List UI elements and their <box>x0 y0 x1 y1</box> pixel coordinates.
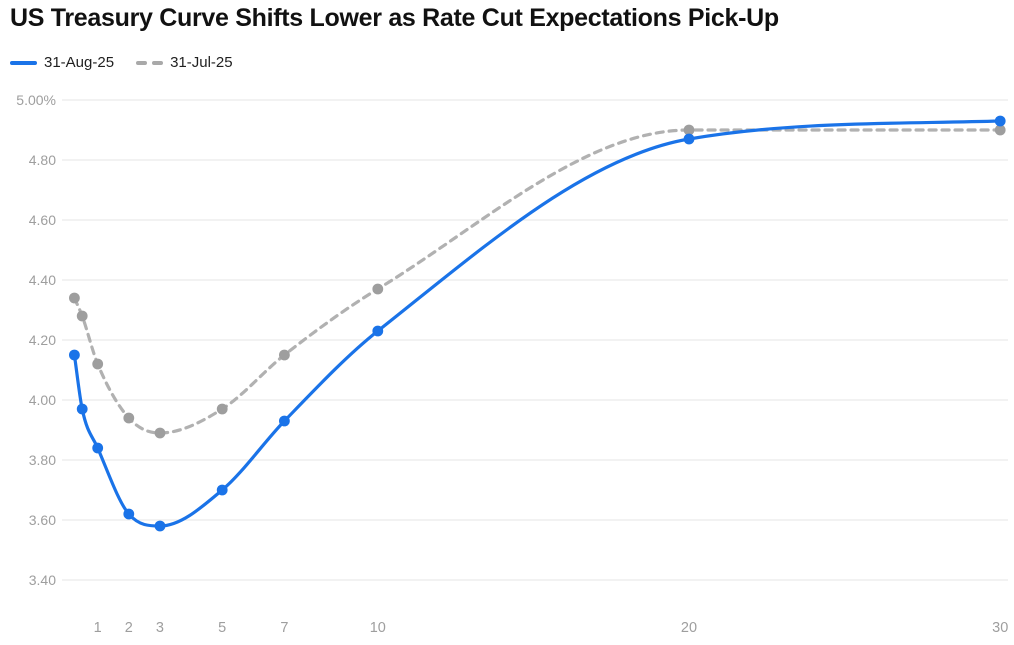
axis-layer: 5.00% 4.80 4.60 4.40 4.20 4.00 3.80 3.60 3.40 1 2 3… <box>16 92 1008 636</box>
y-axis-tick-label: 5.00% <box>16 92 56 108</box>
y-axis-tick-label: 4.00 <box>29 392 56 408</box>
data-point-31-aug-25[interactable] <box>994 115 1006 127</box>
data-point-31-jul-25[interactable] <box>69 292 80 304</box>
data-point-31-aug-25[interactable] <box>683 133 695 145</box>
data-point-31-jul-25[interactable] <box>154 427 166 439</box>
legend-label-31-aug-25: 31-Aug-25 <box>44 54 115 71</box>
data-point-31-aug-25[interactable] <box>123 508 135 520</box>
data-point-31-jul-25[interactable] <box>683 124 695 136</box>
data-point-31-jul-25[interactable] <box>279 349 290 361</box>
series-line-31-jul-25 <box>72 128 1002 435</box>
y-axis-tick-label: 4.80 <box>29 152 56 168</box>
data-point-31-aug-25[interactable] <box>372 325 384 337</box>
y-axis-tick-label: 3.60 <box>29 512 56 528</box>
legend: 31-Aug-25 31-Jul-25 <box>10 54 233 71</box>
x-axis-tick-label: 10 <box>370 620 386 636</box>
x-axis-tick-label: 5 <box>218 620 226 636</box>
solid-line-icon <box>10 60 37 65</box>
legend-label-31-jul-25: 31-Jul-25 <box>170 54 233 71</box>
legend-item-31-aug-25[interactable]: 31-Aug-25 <box>10 54 114 71</box>
y-axis-tick-label: 3.80 <box>29 452 56 468</box>
data-point-31-aug-25[interactable] <box>69 349 80 361</box>
x-axis-tick-label: 1 <box>94 620 102 636</box>
x-axis-tick-label: 2 <box>125 620 133 636</box>
dashed-line-icon <box>136 60 164 65</box>
legend-item-31-jul-25[interactable]: 31-Jul-25 <box>136 54 233 71</box>
y-axis-tick-label: 3.40 <box>29 572 56 588</box>
data-point-31-jul-25[interactable] <box>372 283 384 295</box>
x-axis-tick-label: 20 <box>681 620 697 636</box>
chart-title: US Treasury Curve Shifts Lower as Rate C… <box>10 4 779 32</box>
y-axis-tick-label: 4.40 <box>29 272 56 288</box>
x-axis-tick-label: 30 <box>992 620 1008 636</box>
series-layer <box>69 115 1006 532</box>
data-point-31-aug-25[interactable] <box>92 442 104 454</box>
x-axis-tick-label: 7 <box>280 620 288 636</box>
y-axis-tick-label: 4.60 <box>29 212 56 228</box>
grid-layer <box>62 99 1008 581</box>
data-point-31-jul-25[interactable] <box>216 403 228 415</box>
data-point-31-aug-25[interactable] <box>216 484 228 496</box>
data-point-31-aug-25[interactable] <box>154 520 166 532</box>
x-axis-tick-label: 3 <box>156 620 164 636</box>
data-point-31-jul-25[interactable] <box>76 310 88 322</box>
data-point-31-aug-25[interactable] <box>279 415 290 427</box>
data-point-31-aug-25[interactable] <box>76 403 88 415</box>
data-point-31-jul-25[interactable] <box>123 412 135 424</box>
data-point-31-jul-25[interactable] <box>92 358 104 370</box>
data-point-31-jul-25[interactable] <box>994 124 1006 136</box>
y-axis-tick-label: 4.20 <box>29 332 56 348</box>
